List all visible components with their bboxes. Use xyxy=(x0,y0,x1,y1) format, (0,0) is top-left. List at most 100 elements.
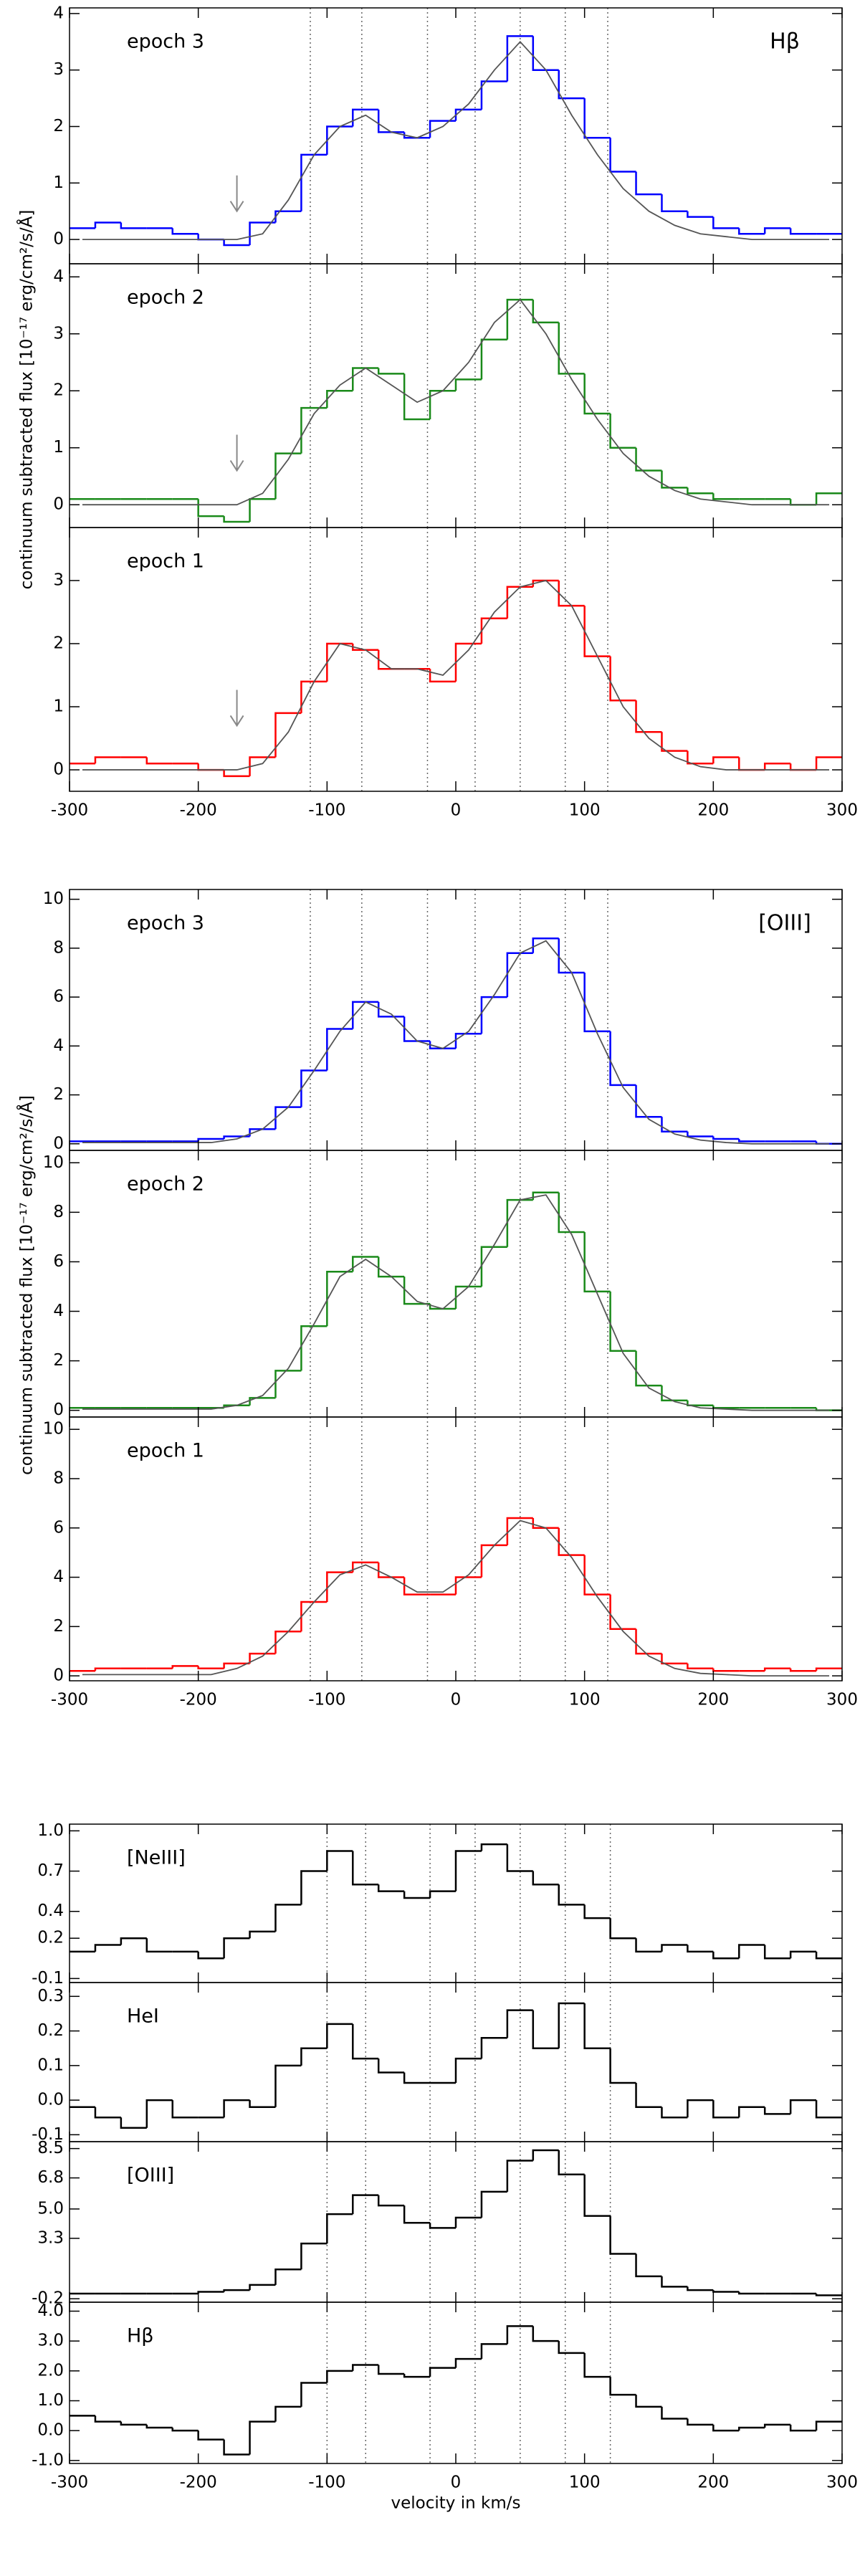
spectrum-step xyxy=(661,1654,688,1665)
y-axis-label: continuum subtracted flux [10⁻¹⁷ erg/cm²… xyxy=(16,210,37,590)
x-tick-label: 0 xyxy=(451,1691,462,1709)
legend-label: HeI xyxy=(127,2005,159,2028)
spectrum-step xyxy=(352,1256,379,1272)
x-tick-label: 200 xyxy=(697,801,729,820)
spectrum-step xyxy=(712,1951,740,1960)
y-tick-label: 0 xyxy=(53,1134,64,1153)
spectrum-step xyxy=(738,1944,765,1959)
spectrum-step xyxy=(763,763,791,771)
spectrum-step xyxy=(609,1291,636,1353)
y-tick-label: 6 xyxy=(53,988,64,1006)
spectrum-step xyxy=(454,378,482,391)
spectrum-step xyxy=(171,228,199,235)
spectrum-step xyxy=(661,194,688,212)
y-tick-label: 10 xyxy=(43,1153,64,1172)
spectrum-step xyxy=(274,210,302,223)
spectrum-step xyxy=(300,1325,328,1371)
spectrum-step xyxy=(583,606,611,657)
spectrum-step xyxy=(274,2405,302,2422)
fit-line xyxy=(82,298,830,506)
spectrum-step xyxy=(815,756,842,771)
x-tick-label: 200 xyxy=(697,2474,729,2492)
spectrum-step xyxy=(223,770,250,778)
spectrum-step xyxy=(352,1001,379,1029)
y-tick-label: 4 xyxy=(53,267,64,286)
fit-line xyxy=(82,40,830,241)
spectrum-step xyxy=(454,2216,482,2228)
spectrum-step xyxy=(712,1405,740,1409)
y-tick-label: 2 xyxy=(53,1351,64,1370)
spectrum-step xyxy=(583,98,611,139)
spectrum-step xyxy=(635,1084,662,1118)
y-tick-label: -0.1 xyxy=(32,1969,64,1988)
spectrum-step xyxy=(635,171,662,196)
y-tick-label: 0 xyxy=(53,760,64,779)
spectrum-step xyxy=(223,239,250,247)
y-tick-label: 0.4 xyxy=(37,1902,64,1920)
legend-label: epoch 3 xyxy=(127,31,204,53)
spectrum-step xyxy=(171,1665,199,1669)
spectrum-step xyxy=(558,1527,585,1556)
line-title: [OIII] xyxy=(758,911,811,936)
y-tick-label: 6.8 xyxy=(37,2168,64,2187)
spectrum-step xyxy=(738,757,765,771)
spectrum-step xyxy=(661,1385,688,1402)
x-tick-label: -100 xyxy=(308,1691,345,1709)
spectrum-step xyxy=(532,36,559,71)
spectrum-step xyxy=(558,2150,585,2176)
spectrum-step xyxy=(763,1667,791,1671)
spectrum-step xyxy=(583,972,611,1033)
spectrum-step xyxy=(94,221,121,229)
y-tick-label: 4.0 xyxy=(37,2301,64,2320)
arrow xyxy=(229,175,244,213)
spectrum-step xyxy=(635,1628,662,1655)
spectrum-step xyxy=(300,1870,328,1905)
spectrum-step xyxy=(454,1285,482,1310)
spectrum-step xyxy=(274,1630,302,1654)
spectrum-step xyxy=(403,373,431,421)
spectrum-step xyxy=(352,1561,379,1573)
spectrum-step xyxy=(249,221,276,245)
spectrum-step xyxy=(506,2325,533,2344)
fit-line xyxy=(82,1520,830,1677)
spectrum-step xyxy=(480,996,507,1034)
spectrum-step xyxy=(738,1138,765,1142)
spectrum-step xyxy=(609,2377,636,2396)
spectrum-step xyxy=(300,2242,328,2270)
spectrum-step xyxy=(789,228,817,235)
spectrum-step xyxy=(687,750,714,765)
spectrum-step xyxy=(687,1400,714,1407)
spectrum-step xyxy=(661,2276,688,2288)
spectrum-step xyxy=(454,1033,482,1049)
spectrum-step xyxy=(326,125,353,155)
spectrum-step xyxy=(687,2099,714,2118)
spectrum-step xyxy=(249,1930,276,1939)
panel xyxy=(70,2142,842,2302)
spectrum-step xyxy=(661,1117,688,1132)
panel xyxy=(70,1983,842,2142)
spectrum-step xyxy=(274,2268,302,2285)
spectrum-step xyxy=(326,642,353,682)
spectrum-step xyxy=(712,1136,740,1140)
spectrum-step xyxy=(532,1518,559,1530)
spectrum-step xyxy=(249,1397,276,1406)
x-tick-label: 100 xyxy=(569,2474,601,2492)
spectrum-step xyxy=(815,2293,842,2296)
spectrum-step xyxy=(94,756,121,764)
spectrum-step xyxy=(609,2215,636,2255)
spectrum-step xyxy=(815,492,842,505)
fit-line xyxy=(82,579,830,771)
spectrum-step xyxy=(687,1663,714,1670)
spectrum-step xyxy=(249,2284,276,2291)
spectrum-step xyxy=(403,1016,431,1042)
y-tick-label: 0.7 xyxy=(37,1861,64,1880)
spectrum-step xyxy=(326,1028,353,1071)
spectrum-step xyxy=(429,1890,456,1899)
arrow xyxy=(229,434,244,472)
x-tick-label: -200 xyxy=(180,2474,217,2492)
legend-label: epoch 1 xyxy=(127,1440,204,1462)
spectrum-step xyxy=(403,2072,431,2084)
spectrum-step xyxy=(583,1555,611,1595)
spectrum-step xyxy=(506,1198,533,1247)
y-tick-label: 6 xyxy=(53,1252,64,1271)
